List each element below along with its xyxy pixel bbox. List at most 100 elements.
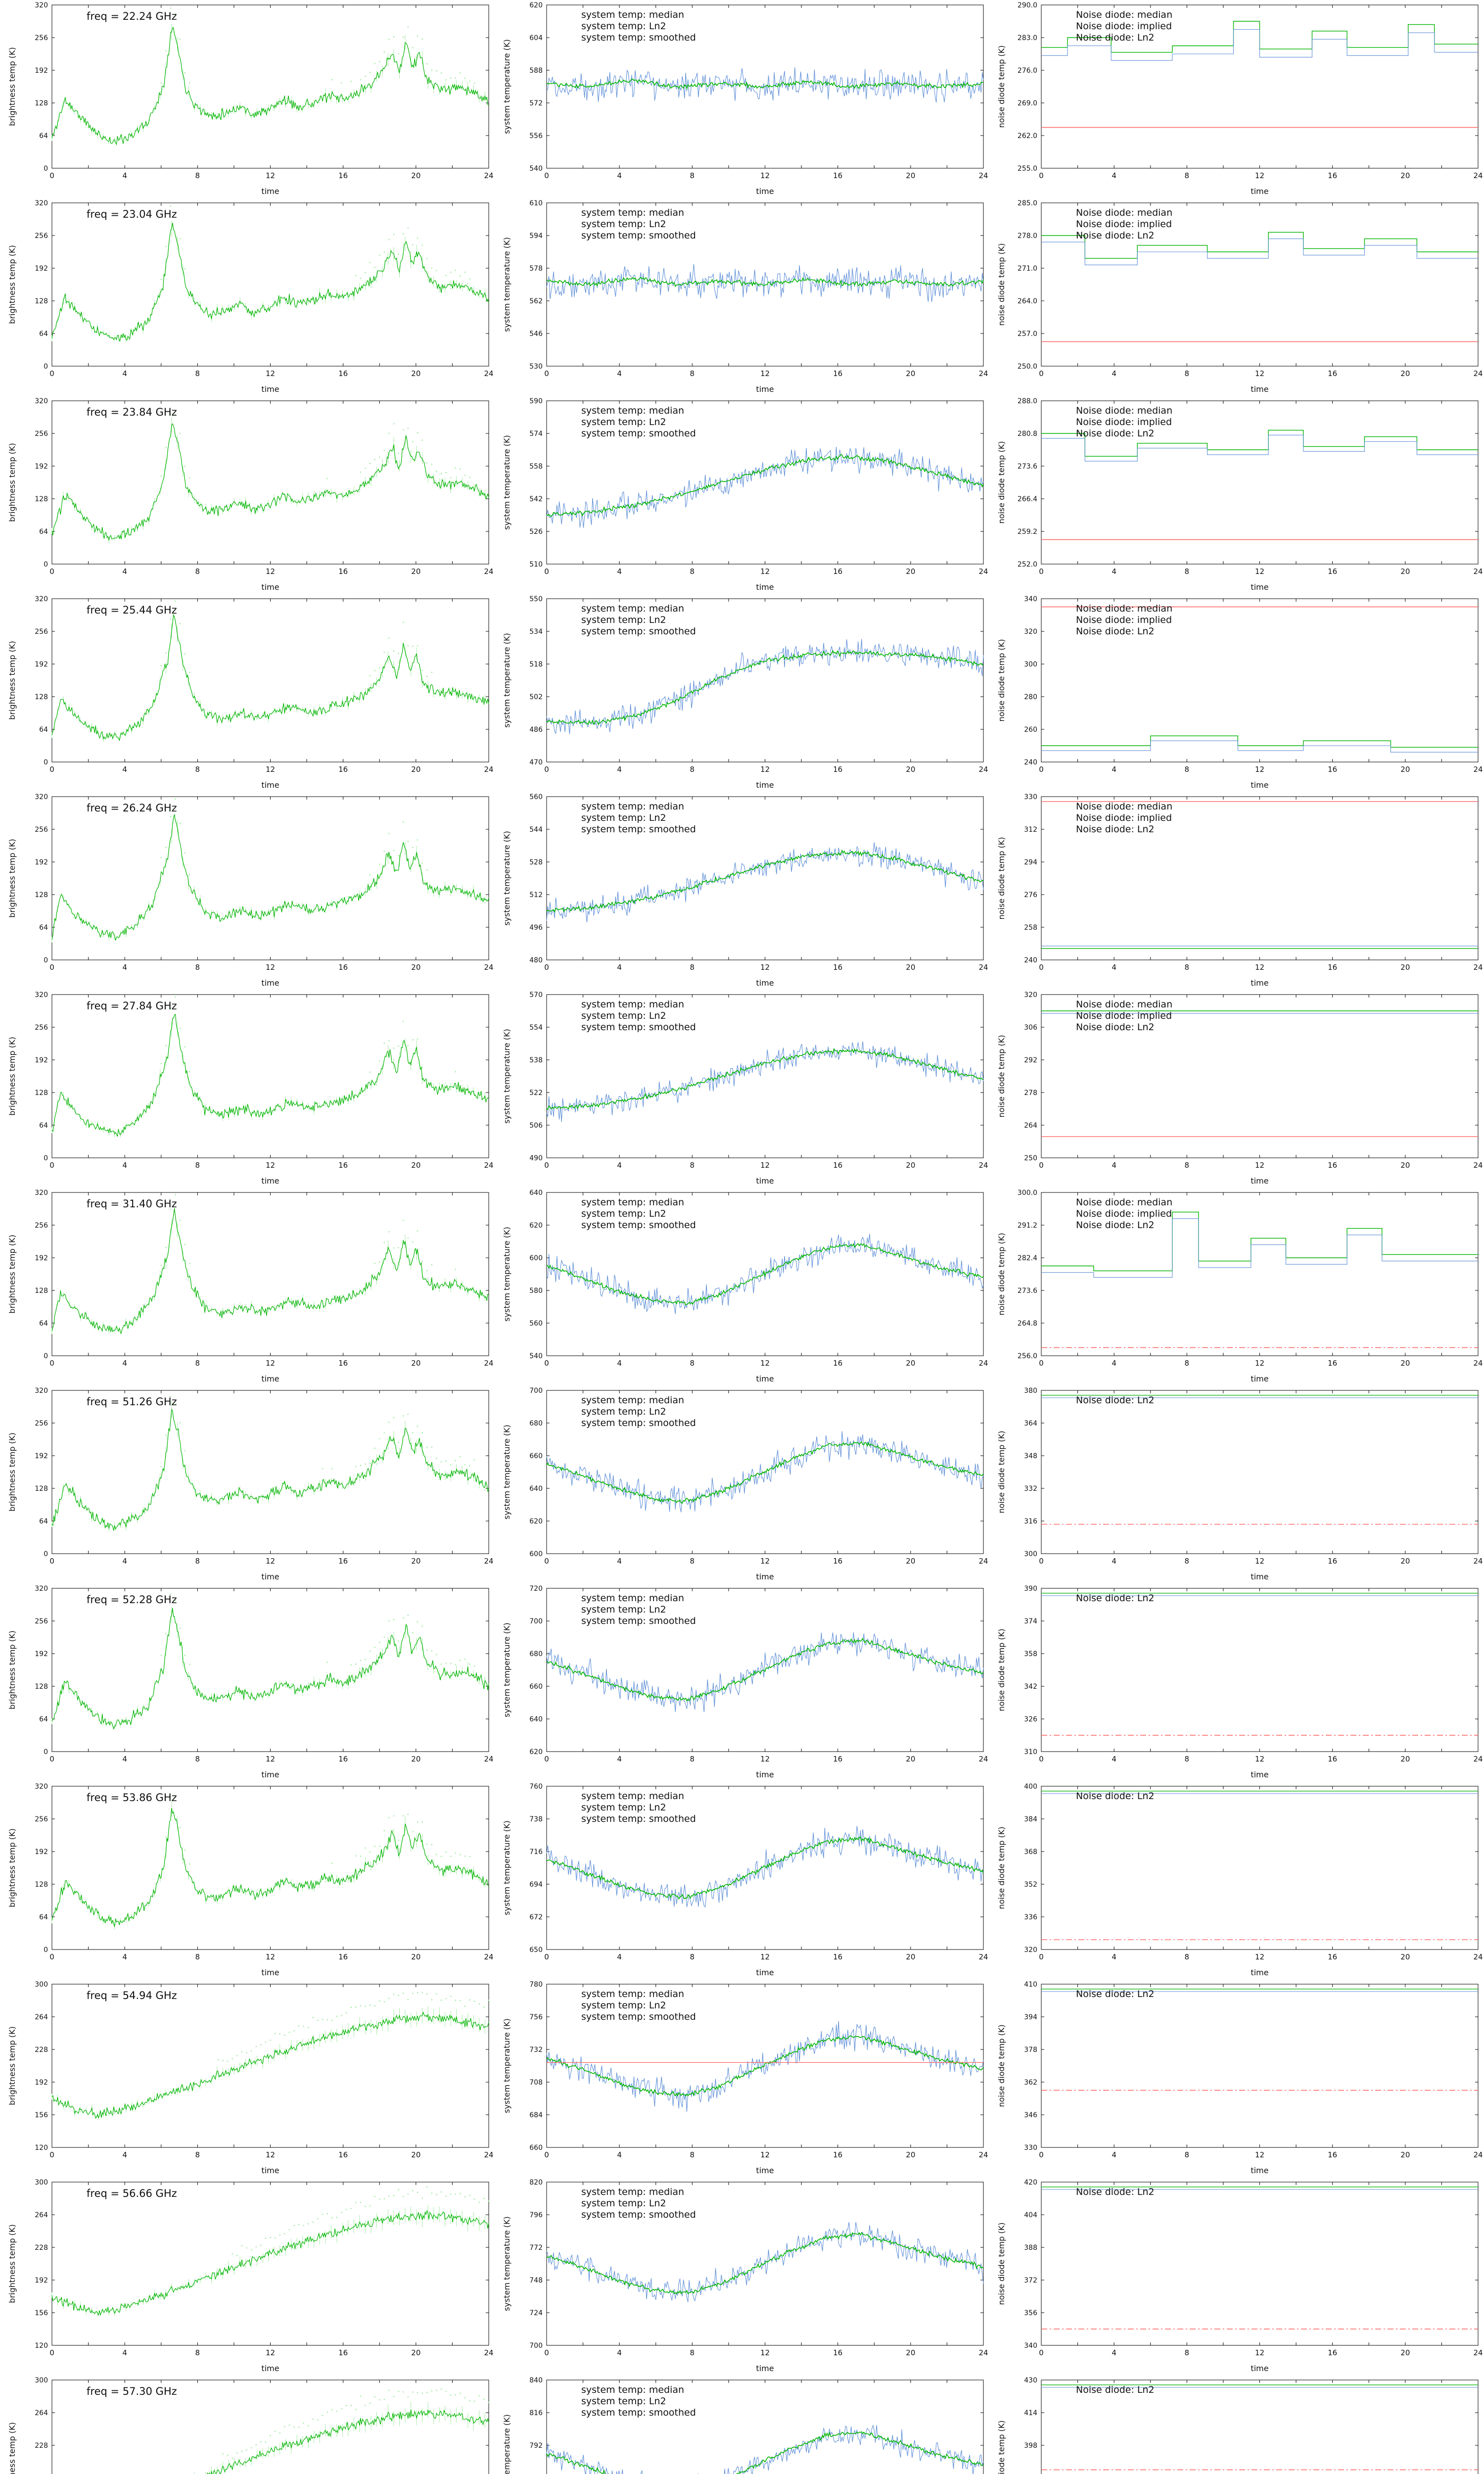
blue-step-series	[1041, 740, 1478, 753]
left-plot: 0 4 8 12 16 20 24 0 64 128 192 256 320 brightness tem…	[7, 793, 494, 988]
y-tick-label: 574	[529, 430, 543, 438]
green-series	[51, 1208, 489, 1334]
x-tick-label: 8	[1185, 1952, 1190, 1961]
y-tick-label: 228	[35, 2046, 48, 2054]
y-tick-label: 320	[35, 1387, 48, 1395]
y-tick-label: 264	[35, 2409, 48, 2417]
y-tick-label: 273.6	[1018, 463, 1037, 471]
y-tick-label: 496	[529, 924, 543, 932]
blue-series	[546, 2021, 984, 2112]
y-tick-label: 316	[1024, 1518, 1037, 1525]
x-tick-label: 24	[1473, 1161, 1483, 1170]
plot-row-6: 0 4 8 12 16 20 24 0 64 128 192 256 320 brightness tem…	[0, 990, 1484, 1188]
x-tick-label: 24	[1473, 1557, 1483, 1566]
y-tick-label: 320	[1024, 1946, 1037, 1954]
y-axis-label: brightness temp (K)	[7, 1037, 17, 1115]
x-tick-label: 16	[833, 1557, 842, 1566]
y-tick-label: 600	[529, 1550, 543, 1558]
y-tick-label: 490	[529, 1154, 543, 1162]
y-axis-label: noise diode temp (K)	[997, 1430, 1006, 1513]
y-tick-label: 570	[529, 991, 543, 999]
plot-frame	[51, 994, 489, 1158]
x-axis-label: time	[261, 2364, 279, 2373]
x-tick-label: 20	[1400, 765, 1410, 774]
y-tick-label: 320	[35, 793, 48, 801]
errorbar-group	[51, 1992, 490, 2118]
x-tick-label: 12	[1255, 369, 1264, 378]
x-tick-label: 12	[760, 2348, 770, 2357]
green-series	[51, 27, 489, 145]
y-tick-label: 394	[1024, 2013, 1037, 2021]
right-plot: 0 4 8 12 16 20 24 252.0 259.2 266.4 273.6 280.8 288.…	[997, 397, 1483, 592]
y-tick-label: 640	[529, 1189, 543, 1197]
y-tick-label: 260	[1024, 726, 1037, 734]
x-tick-label: 8	[690, 1557, 695, 1566]
mid-plot: 0 4 8 12 16 20 24 540 556 572 588 604 620 system temp…	[502, 1, 988, 196]
y-tick-label: 280	[1024, 693, 1037, 701]
y-tick-label: 470	[529, 759, 543, 766]
x-tick-label: 4	[1112, 369, 1116, 378]
x-tick-label: 8	[690, 1359, 695, 1368]
x-tick-label: 4	[122, 1161, 127, 1170]
x-tick-label: 16	[833, 963, 842, 972]
y-tick-label: 264.0	[1018, 297, 1037, 305]
y-tick-label: 820	[529, 2179, 543, 2187]
x-tick-label: 20	[906, 1557, 915, 1566]
y-tick-label: 192	[35, 1848, 48, 1856]
y-tick-label: 694	[529, 1881, 543, 1889]
x-tick-label: 24	[484, 171, 493, 180]
mid-plot: 0 4 8 12 16 20 24 700 724 748 772 796 820 system temp…	[502, 2179, 988, 2373]
x-tick-label: 16	[338, 2348, 348, 2357]
y-tick-label: 256	[35, 826, 48, 834]
plot-row-9: 0 4 8 12 16 20 24 0 64 128 192 256 320 brightness tem…	[0, 1583, 1484, 1781]
x-tick-label: 8	[195, 765, 200, 774]
panel-right-row-6: 0 4 8 12 16 20 24 250 264 278 292 306 320 noise diode…	[989, 990, 1484, 1188]
legend-entry: system temp: smoothed	[581, 1813, 696, 1824]
legend-entry: Noise diode: implied	[1076, 1010, 1172, 1021]
x-tick-label: 0	[544, 567, 549, 576]
x-tick-label: 0	[544, 1755, 549, 1763]
x-tick-label: 4	[1112, 2150, 1116, 2159]
panel-mid-row-11: 0 4 8 12 16 20 24 660 684 708 732 756 780 system temp…	[495, 1979, 989, 2177]
y-tick-label: 264	[1024, 1122, 1037, 1130]
legend-entry: Noise diode: Ln2	[1076, 1220, 1155, 1231]
left-plot: 0 4 8 12 16 20 24 0 64 128 192 256 320 brightness tem…	[7, 1, 494, 196]
x-tick-label: 4	[617, 171, 622, 180]
legend-entry: system temp: median	[581, 999, 684, 1010]
x-tick-label: 0	[544, 369, 549, 378]
panel-left-row-8: 0 4 8 12 16 20 24 0 64 128 192 256 320 brightness tem…	[0, 1385, 495, 1583]
plot-row-10: 0 4 8 12 16 20 24 0 64 128 192 256 320 brightness tem…	[0, 1781, 1484, 1979]
x-tick-label: 4	[122, 2348, 127, 2357]
x-tick-label: 12	[266, 2348, 275, 2357]
legend-entry: Noise diode: median	[1076, 207, 1172, 218]
x-tick-label: 16	[338, 171, 348, 180]
y-tick-label: 256	[35, 34, 48, 42]
y-tick-label: 738	[529, 1815, 543, 1823]
x-tick-label: 0	[49, 1755, 54, 1763]
y-tick-label: 120	[35, 2144, 48, 2152]
x-tick-label: 16	[338, 1557, 348, 1566]
blue-series	[546, 1826, 984, 1908]
x-tick-label: 0	[1039, 2348, 1044, 2357]
x-tick-label: 12	[760, 567, 770, 576]
y-tick-label: 554	[529, 1024, 543, 1032]
green-series	[51, 423, 489, 541]
y-tick-label: 258	[1024, 924, 1037, 932]
y-tick-label: 358	[1024, 1650, 1037, 1658]
x-tick-label: 0	[49, 1952, 54, 1961]
x-tick-label: 0	[1039, 369, 1044, 378]
mid-plot: 0 4 8 12 16 20 24 470 486 502 518 534 550 system temp…	[502, 595, 988, 790]
x-tick-label: 4	[617, 1359, 622, 1368]
y-tick-label: 340	[1024, 595, 1037, 603]
y-tick-label: 192	[35, 463, 48, 471]
y-tick-label: 64	[39, 132, 48, 140]
y-tick-label: 228	[35, 2244, 48, 2252]
left-plot: 0 4 8 12 16 20 24 0 64 128 192 256 320 brightness tem…	[7, 1585, 494, 1779]
x-tick-label: 16	[338, 2150, 348, 2159]
green-series	[51, 814, 489, 941]
x-axis-label: time	[1251, 1374, 1268, 1383]
x-tick-label: 4	[122, 765, 127, 774]
y-tick-label: 256	[35, 1024, 48, 1032]
x-tick-label: 20	[1400, 1952, 1410, 1961]
y-tick-label: 546	[529, 330, 543, 338]
